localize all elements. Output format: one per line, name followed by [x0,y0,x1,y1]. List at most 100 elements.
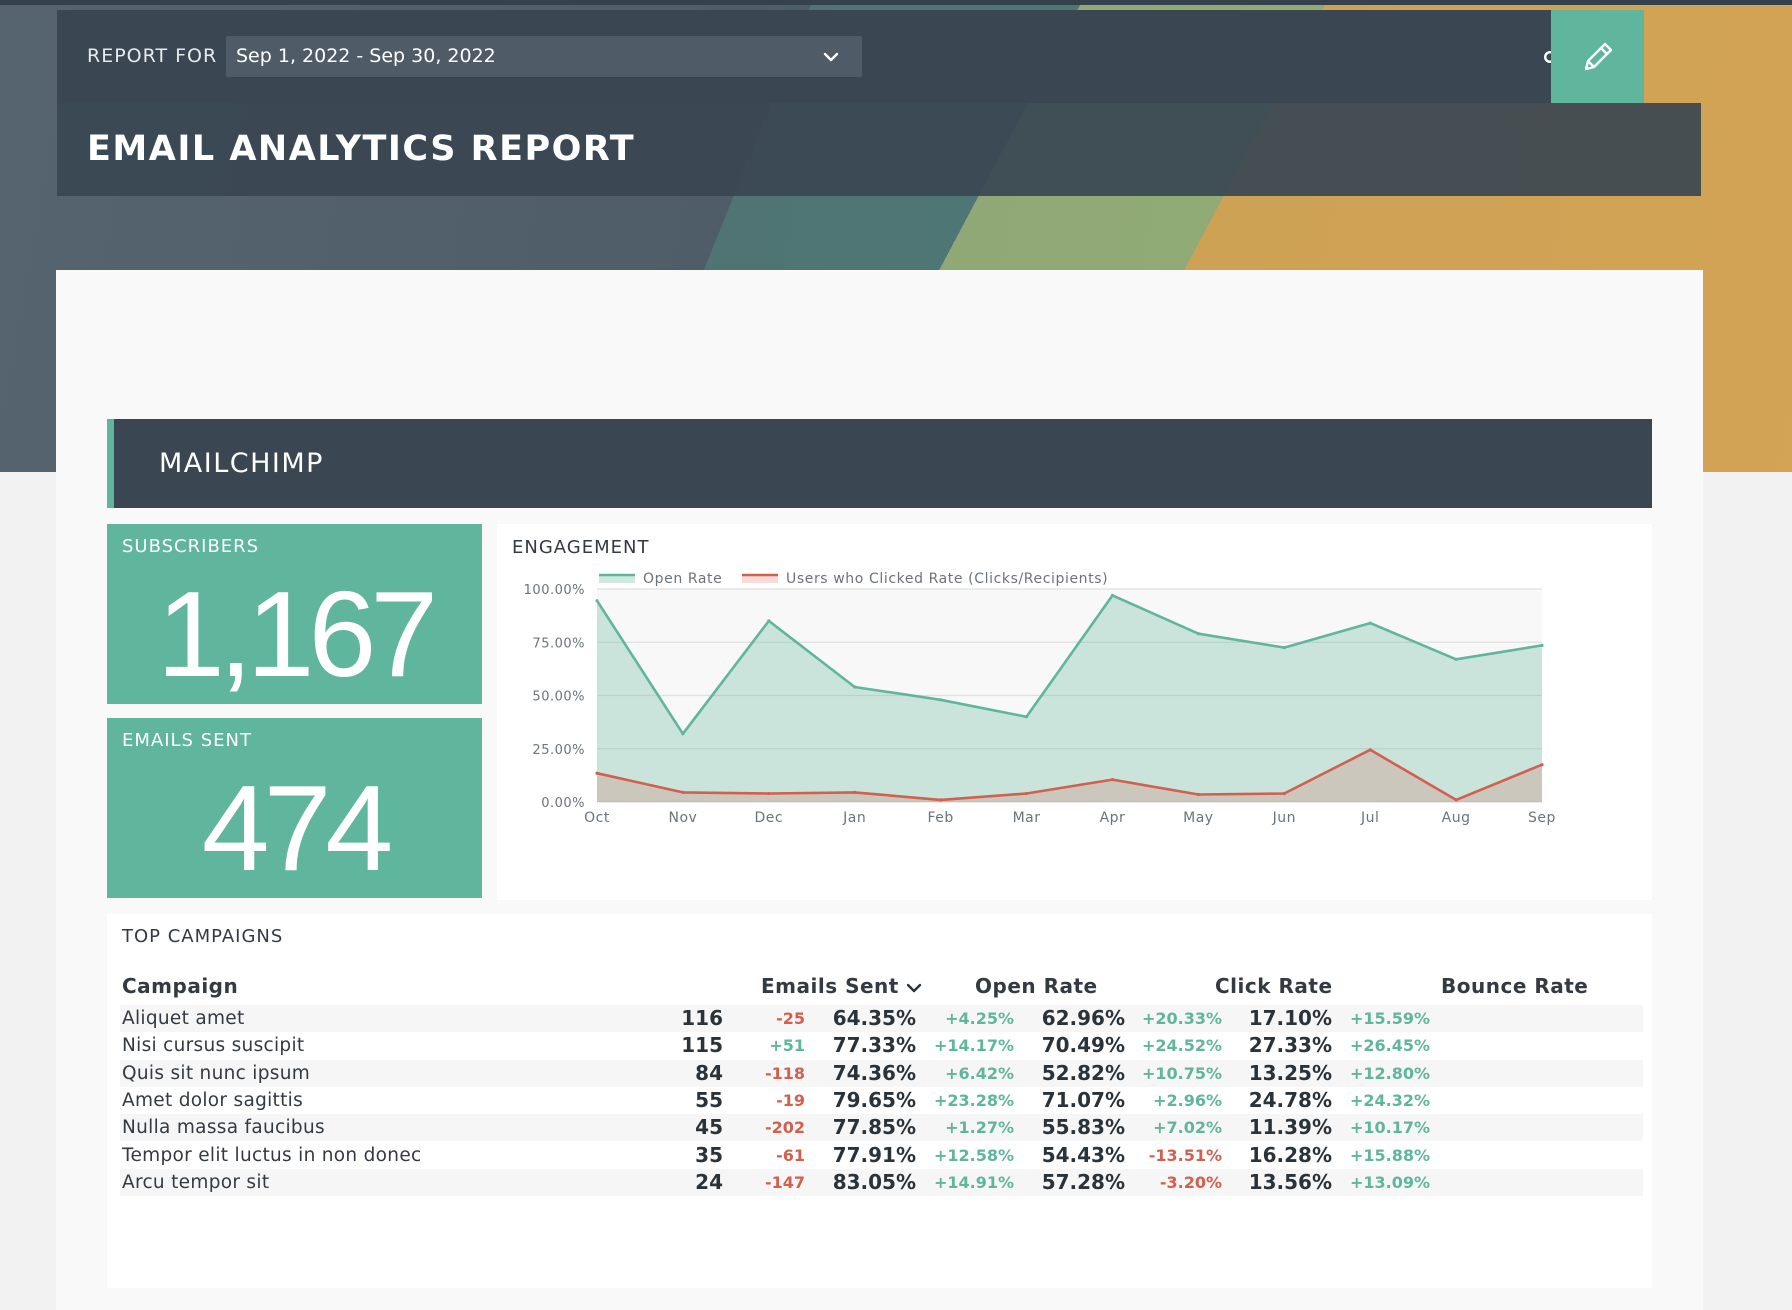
cell-bounce-delta: +15.59% [1349,1009,1430,1028]
cell-bounce: 11.39% [1248,1115,1332,1140]
report-toolbar: REPORT FOR Sep 1, 2022 - Sep 30, 2022 [57,10,1608,103]
cell-open-delta: +12.58% [933,1145,1014,1165]
section-header-mailchimp: MAILCHIMP [107,419,1652,508]
cell-sent: 115 [681,1033,723,1058]
report-panel: MAILCHIMP SUBSCRIBERS 1,167 EMAILS SENT … [56,270,1703,1310]
cell-open-delta: +6.42% [945,1063,1014,1083]
data-point [1282,791,1286,796]
cell-sent: 84 [695,1060,723,1085]
legend-swatch-0 [599,575,635,583]
y-tick-label: 75.00% [532,636,585,651]
y-tick-label: 25.00% [532,743,585,758]
emails-sent-label: EMAILS SENT [122,730,252,751]
legend-swatch-1 [742,575,778,583]
data-point [1540,763,1544,767]
x-tick-label: Jul [1360,810,1379,826]
table-row[interactable]: Nisi cursus suscipit 115 +51 77.33% +14.17% 7… [120,1032,1643,1059]
table-row[interactable]: Quis sit nunc ipsum 84 -118 74.36% +6.42% 52.… [120,1059,1643,1087]
cell-sent-delta: -202 [764,1118,805,1138]
data-point [939,798,943,802]
table-row[interactable]: Aliquet amet 116 -25 64.35% +4.25% 62.96% +20.… [120,1005,1643,1032]
cell-bounce-delta: +15.88% [1349,1145,1430,1165]
data-point [1454,657,1458,661]
date-range-value: Sep 1, 2022 - Sep 30, 2022 [236,45,496,67]
page-title: EMAIL ANALYTICS REPORT [87,129,636,169]
cell-campaign: Nulla massa faucibus [122,1117,325,1139]
cell-click-delta: -3.20% [1159,1172,1222,1192]
cell-bounce: 16.28% [1248,1142,1332,1167]
cell-open: 79.65% [832,1087,916,1112]
emails-sent-value: 474 [201,760,394,896]
cell-bounce: 27.33% [1248,1033,1332,1058]
col-header-click-rate[interactable]: Click Rate [1215,974,1333,998]
cell-sent: 24 [695,1169,723,1194]
x-tick-label: Apr [1100,810,1126,826]
top-campaigns-widget: TOP CAMPAIGNS Campaign Emails Sent Open … [107,914,1652,1288]
report-for-label: REPORT FOR [87,45,218,67]
y-tick-label: 100.00% [524,583,585,598]
data-point [595,599,599,603]
x-tick-label: Nov [668,810,697,826]
data-point [595,771,599,775]
cell-sent-delta: -147 [764,1172,805,1192]
cell-sent: 55 [695,1087,723,1112]
series-line-0 [595,594,1543,736]
campaigns-title: TOP CAMPAIGNS [122,926,284,947]
col-header-emails-sent[interactable]: Emails Sent [761,974,922,998]
cell-click-delta: +10.75% [1141,1063,1222,1083]
x-tick-label: Dec [755,810,784,826]
subscribers-widget: SUBSCRIBERS 1,167 [107,524,482,704]
cell-open: 77.85% [832,1115,916,1140]
pencil-icon [1584,42,1612,70]
data-point [1540,643,1544,647]
cell-bounce: 24.78% [1248,1087,1332,1112]
table-row[interactable]: Arcu tempor sit 24 -147 83.05% +14.91% 57.28%… [120,1168,1643,1196]
table-row[interactable]: Amet dolor sagittis 55 -19 79.65% +23.28% 71.… [120,1087,1643,1114]
col-header-emails-sent-label: Emails Sent [761,974,899,998]
cell-sent-delta: -25 [776,1009,805,1028]
data-point [681,790,685,794]
col-header-bounce-rate[interactable]: Bounce Rate [1441,974,1589,998]
x-tick-label: Sep [1528,810,1556,826]
cell-bounce-delta: +10.17% [1349,1118,1430,1138]
cell-click-delta: +2.96% [1153,1090,1222,1110]
cell-click-delta: +20.33% [1141,1009,1222,1028]
chevron-down-icon [823,52,839,62]
cell-click-delta: +7.02% [1153,1118,1222,1138]
data-point [1454,798,1458,802]
data-point [767,791,771,796]
col-header-campaign[interactable]: Campaign [122,974,239,998]
section-title: MAILCHIMP [159,448,324,479]
col-header-open-rate[interactable]: Open Rate [975,974,1098,998]
cell-click: 62.96% [1041,1006,1125,1030]
subscribers-label: SUBSCRIBERS [122,536,260,557]
data-point [853,685,857,689]
series-line-1 [596,748,1543,802]
data-point [1196,792,1200,797]
y-tick-label: 50.00% [532,690,585,705]
cell-open-delta: +1.27% [945,1118,1014,1138]
cell-click: 52.82% [1041,1060,1125,1085]
cell-bounce-delta: +24.32% [1349,1090,1430,1110]
cell-open: 83.05% [832,1169,916,1194]
data-point [767,619,771,623]
table-row[interactable]: Tempor elit luctus in non donec 35 -61 77.9… [120,1142,1643,1169]
data-point [1368,748,1372,752]
cell-open-delta: +4.25% [945,1009,1014,1028]
title-bar: EMAIL ANALYTICS REPORT [57,103,1701,196]
cell-open: 77.91% [832,1142,916,1167]
cell-sent: 45 [695,1115,723,1140]
x-tick-label: May [1183,810,1213,826]
cell-sent-delta: -19 [776,1090,805,1110]
emails-sent-widget: EMAILS SENT 474 [107,718,482,898]
cell-campaign: Amet dolor sagittis [122,1089,304,1111]
cell-open: 77.33% [832,1033,916,1058]
data-point [1196,632,1200,636]
cell-open-delta: +14.91% [933,1172,1014,1192]
y-tick-label: 0.00% [541,796,585,811]
table-row[interactable]: Nulla massa faucibus 45 -202 77.85% +1.27% 55… [120,1114,1643,1142]
edit-button[interactable] [1551,10,1644,103]
cell-open: 74.36% [832,1060,916,1085]
cell-click: 57.28% [1041,1169,1125,1194]
date-range-select[interactable]: Sep 1, 2022 - Sep 30, 2022 [226,36,862,77]
